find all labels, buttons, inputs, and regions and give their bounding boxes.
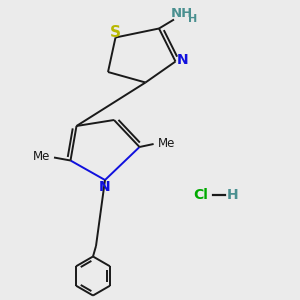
Text: N: N bbox=[176, 53, 188, 67]
Text: NH: NH bbox=[170, 7, 193, 20]
Text: Cl: Cl bbox=[194, 188, 208, 202]
Text: H: H bbox=[188, 14, 197, 24]
Text: H: H bbox=[227, 188, 238, 202]
Text: S: S bbox=[110, 25, 121, 40]
Text: Me: Me bbox=[32, 150, 50, 164]
Text: N: N bbox=[99, 180, 111, 194]
Text: Me: Me bbox=[158, 137, 175, 150]
